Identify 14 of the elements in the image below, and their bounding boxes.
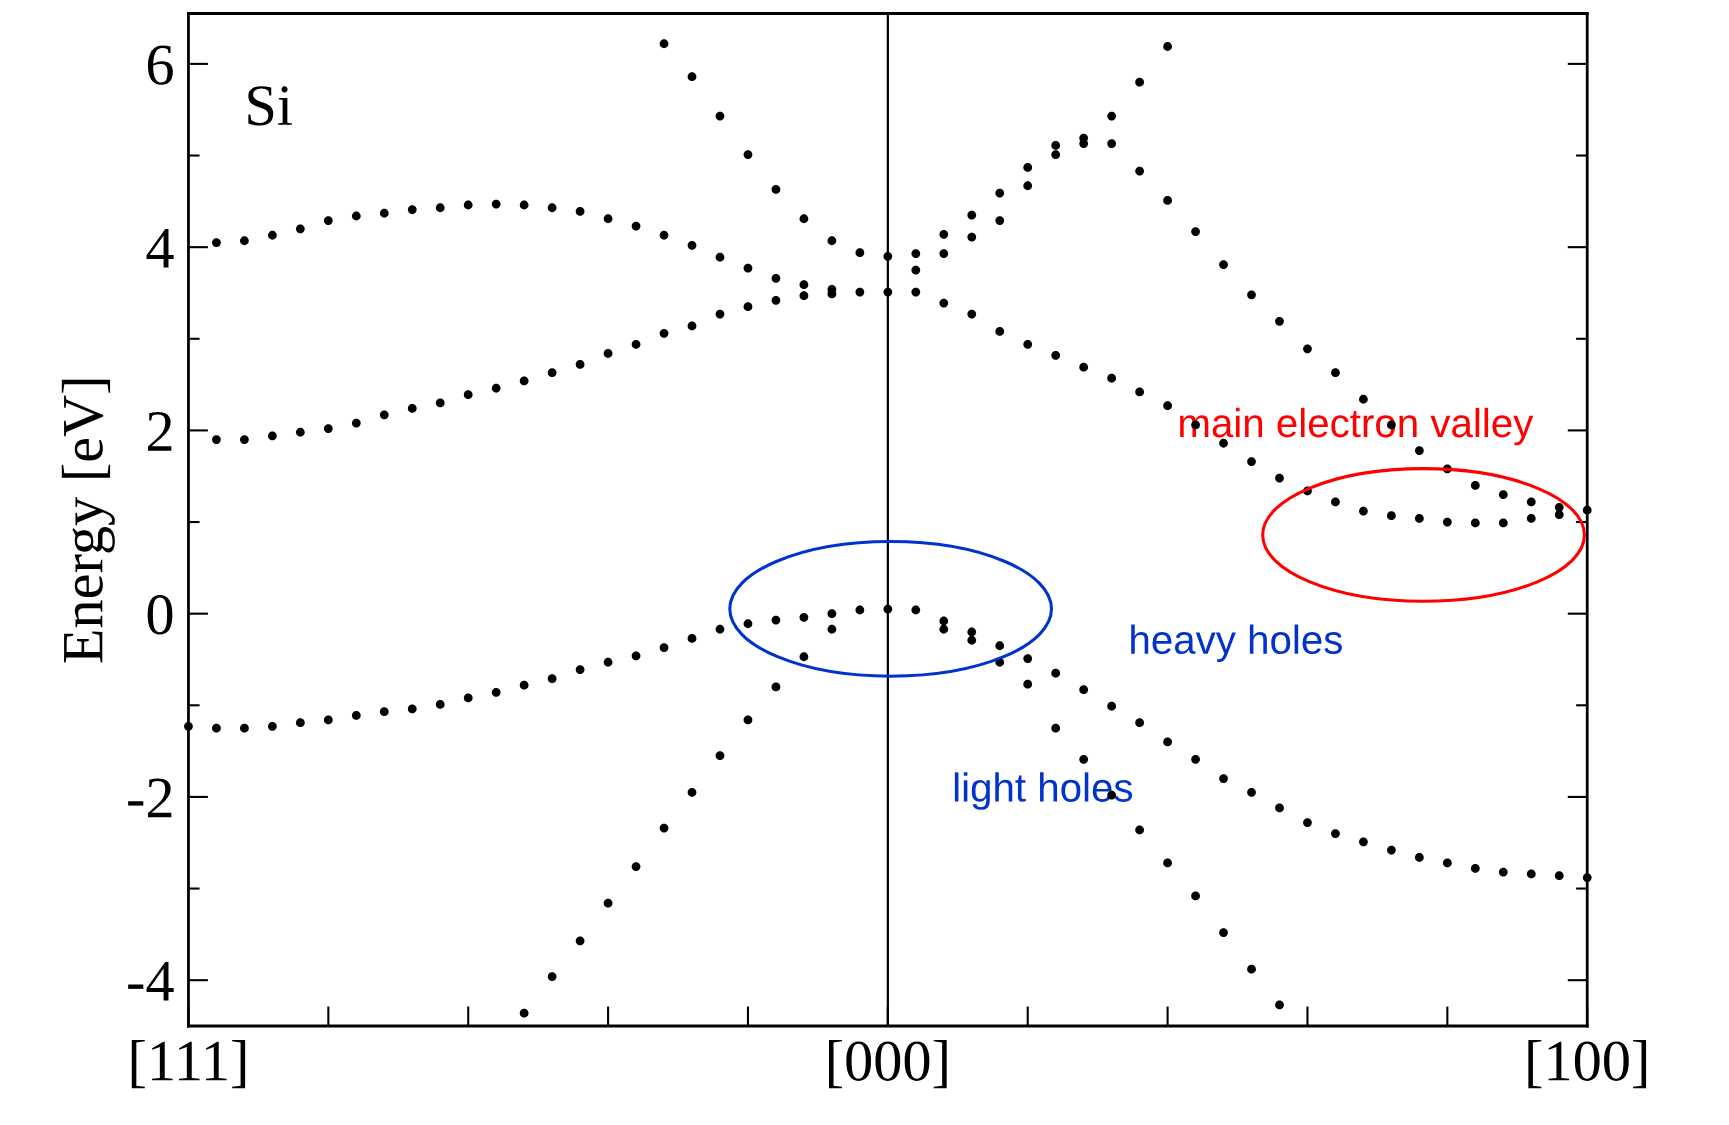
- x-tick-label: [100]: [1528, 1039, 1647, 1089]
- y-tick-label: 6: [147, 45, 173, 85]
- x-tick-label: [000]: [829, 1039, 947, 1089]
- y-tick-label: 2: [147, 412, 172, 451]
- y-axis-title: Energy [eV]: [61, 379, 115, 663]
- annotation: Si: [248, 86, 292, 126]
- y-tick-label: 4: [146, 228, 174, 268]
- y-tick-label: -2: [128, 778, 172, 818]
- y-tick-label: -4: [128, 962, 174, 1001]
- y-tick-label: 0: [147, 595, 173, 635]
- annotation: heavy holes: [1131, 624, 1342, 663]
- annotation: main electron valley: [1180, 407, 1534, 446]
- x-tick-label: [111]: [131, 1039, 246, 1089]
- annotation: light holes: [954, 772, 1133, 810]
